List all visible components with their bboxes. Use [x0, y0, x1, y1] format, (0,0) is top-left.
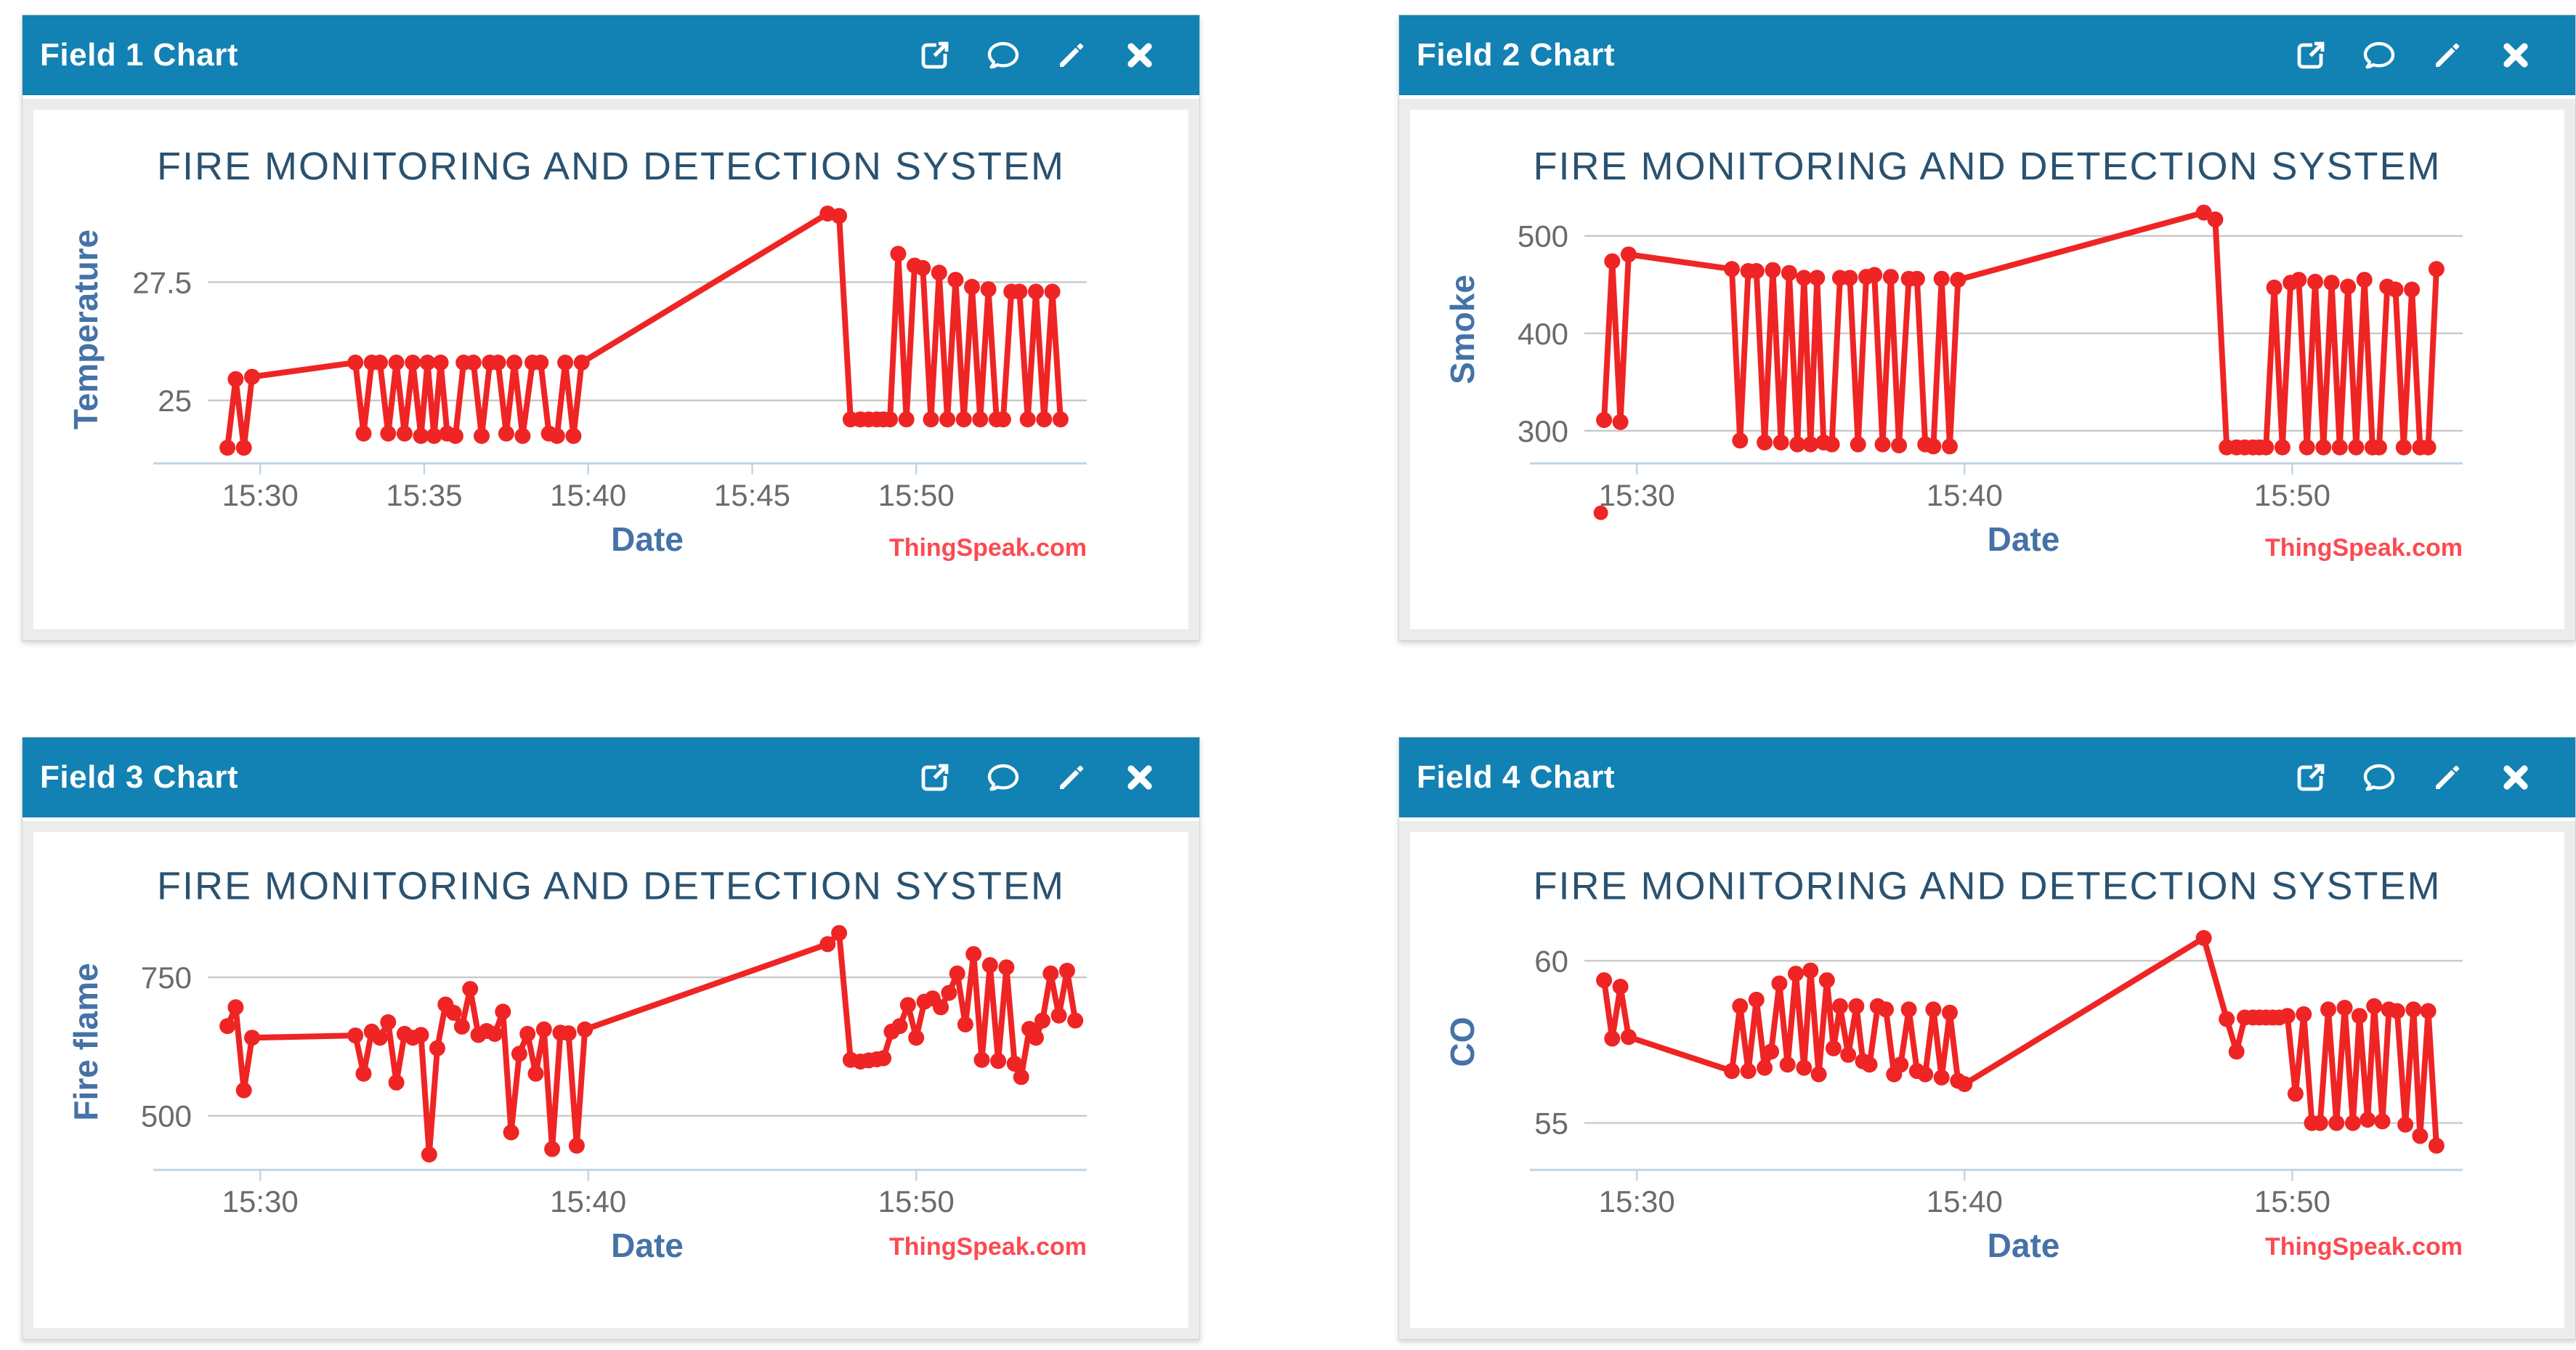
- svg-text:55: 55: [1534, 1107, 1568, 1141]
- comment-icon[interactable]: [2362, 38, 2397, 73]
- panel-body: 300 400 500 15:30 15:40 15:50 FIRE MONITORING …: [1399, 95, 2575, 640]
- open-external-icon[interactable]: [918, 760, 952, 795]
- comment-icon[interactable]: [986, 38, 1021, 73]
- svg-text:Date: Date: [611, 1226, 684, 1264]
- svg-text:15:40: 15:40: [550, 1184, 626, 1218]
- svg-text:FIRE MONITORING AND DETECTION: FIRE MONITORING AND DETECTION SYSTEM: [1533, 864, 2441, 908]
- panel-body: 25 27.5 15:30 15:35 15:40 15:45 15:50 FIRE MONI…: [23, 95, 1199, 640]
- panel-body: 55 60 15:30 15:40 15:50 FIRE MONITORING AND D…: [1399, 817, 2575, 1339]
- panel-field-1: Field 1 Chart 25 27.5 15:30 15:35 15:40 15:45…: [22, 15, 1200, 641]
- chart-box: 25 27.5 15:30 15:35 15:40 15:45 15:50 FIRE MONI…: [33, 110, 1188, 629]
- svg-text:FIRE MONITORING AND DETECTION: FIRE MONITORING AND DETECTION SYSTEM: [157, 145, 1065, 188]
- panel-body: 500 750 15:30 15:40 15:50 FIRE MONITORING AND…: [23, 817, 1199, 1339]
- svg-text:15:50: 15:50: [2254, 1184, 2330, 1218]
- panel-header: Field 4 Chart: [1399, 737, 2575, 817]
- comment-icon[interactable]: [986, 760, 1021, 795]
- field4-co-chart[interactable]: 55 60 15:30 15:40 15:50 FIRE MONITORING AND D…: [1410, 832, 2564, 1328]
- panel-field-2: Field 2 Chart 300 400 500 15:30 15:40 15:50 FI…: [1398, 15, 2576, 641]
- panel-title: Field 1 Chart: [40, 37, 238, 73]
- header-icon-group: [918, 38, 1157, 73]
- svg-text:15:50: 15:50: [878, 478, 955, 512]
- panel-header: Field 3 Chart: [23, 737, 1199, 817]
- svg-text:15:40: 15:40: [1927, 478, 2003, 512]
- header-icon-group: [918, 760, 1157, 795]
- svg-text:FIRE MONITORING AND DETECTION: FIRE MONITORING AND DETECTION SYSTEM: [157, 864, 1065, 908]
- header-icon-group: [2293, 760, 2533, 795]
- panel-field-3: Field 3 Chart 500 750 15:30 15:40 15:50 FIRE …: [22, 737, 1200, 1340]
- panel-title: Field 3 Chart: [40, 759, 238, 795]
- comment-icon[interactable]: [2362, 760, 2397, 795]
- svg-text:15:30: 15:30: [222, 1184, 299, 1218]
- panel-header: Field 2 Chart: [1399, 15, 2575, 95]
- svg-text:15:30: 15:30: [1599, 478, 1675, 512]
- field3-fire-flame-chart[interactable]: 500 750 15:30 15:40 15:50 FIRE MONITORING AND…: [33, 832, 1188, 1328]
- svg-text:15:50: 15:50: [2254, 478, 2330, 512]
- chart-box: 300 400 500 15:30 15:40 15:50 FIRE MONITORING …: [1410, 110, 2564, 629]
- thingspeak-credits-link[interactable]: ThingSpeak.com: [888, 534, 1087, 562]
- panel-title: Field 4 Chart: [1417, 759, 1615, 795]
- thingspeak-credits-link[interactable]: ThingSpeak.com: [2264, 1233, 2463, 1261]
- edit-pencil-icon[interactable]: [2430, 760, 2465, 795]
- svg-text:400: 400: [1518, 317, 1568, 351]
- svg-text:Date: Date: [611, 520, 684, 558]
- close-icon[interactable]: [2498, 760, 2533, 795]
- svg-text:15:35: 15:35: [386, 478, 462, 512]
- close-icon[interactable]: [1122, 760, 1157, 795]
- svg-text:25: 25: [158, 384, 192, 418]
- svg-text:15:30: 15:30: [222, 478, 299, 512]
- svg-text:500: 500: [141, 1099, 192, 1133]
- svg-text:15:40: 15:40: [550, 478, 626, 512]
- edit-pencil-icon[interactable]: [1054, 760, 1089, 795]
- svg-text:Temperature: Temperature: [67, 230, 105, 429]
- svg-text:300: 300: [1518, 414, 1568, 448]
- edit-pencil-icon[interactable]: [1054, 38, 1089, 73]
- svg-text:Date: Date: [1988, 1226, 2060, 1264]
- chart-box: 55 60 15:30 15:40 15:50 FIRE MONITORING AND D…: [1410, 832, 2564, 1328]
- open-external-icon[interactable]: [2293, 38, 2328, 73]
- thingspeak-credits-link[interactable]: ThingSpeak.com: [888, 1233, 1087, 1261]
- svg-text:CO: CO: [1443, 1016, 1481, 1067]
- close-icon[interactable]: [2498, 38, 2533, 73]
- thingspeak-credits-link[interactable]: ThingSpeak.com: [2264, 534, 2463, 562]
- svg-text:15:30: 15:30: [1599, 1184, 1675, 1218]
- svg-text:27.5: 27.5: [132, 265, 192, 299]
- field1-temperature-chart[interactable]: 25 27.5 15:30 15:35 15:40 15:45 15:50 FIRE MONI…: [33, 110, 1188, 629]
- svg-text:Fire flame: Fire flame: [67, 963, 105, 1120]
- dashboard-grid: Field 1 Chart 25 27.5 15:30 15:35 15:40 15:45…: [22, 15, 2576, 1340]
- header-icon-group: [2293, 38, 2533, 73]
- svg-text:750: 750: [141, 961, 192, 995]
- panel-title: Field 2 Chart: [1417, 37, 1615, 73]
- svg-text:Date: Date: [1988, 520, 2060, 558]
- svg-text:15:40: 15:40: [1927, 1184, 2003, 1218]
- open-external-icon[interactable]: [2293, 760, 2328, 795]
- edit-pencil-icon[interactable]: [2430, 38, 2465, 73]
- svg-text:Smoke: Smoke: [1443, 275, 1481, 384]
- svg-text:60: 60: [1534, 944, 1568, 978]
- svg-text:15:50: 15:50: [878, 1184, 955, 1218]
- close-icon[interactable]: [1122, 38, 1157, 73]
- panel-header: Field 1 Chart: [23, 15, 1199, 95]
- panel-field-4: Field 4 Chart 55 60 15:30 15:40 15:50 FIRE MO…: [1398, 737, 2576, 1340]
- chart-box: 500 750 15:30 15:40 15:50 FIRE MONITORING AND…: [33, 832, 1188, 1328]
- svg-text:FIRE MONITORING AND DETECTION: FIRE MONITORING AND DETECTION SYSTEM: [1533, 145, 2441, 188]
- svg-text:15:45: 15:45: [714, 478, 790, 512]
- svg-text:500: 500: [1518, 219, 1568, 254]
- open-external-icon[interactable]: [918, 38, 952, 73]
- field2-smoke-chart[interactable]: 300 400 500 15:30 15:40 15:50 FIRE MONITORING …: [1410, 110, 2564, 629]
